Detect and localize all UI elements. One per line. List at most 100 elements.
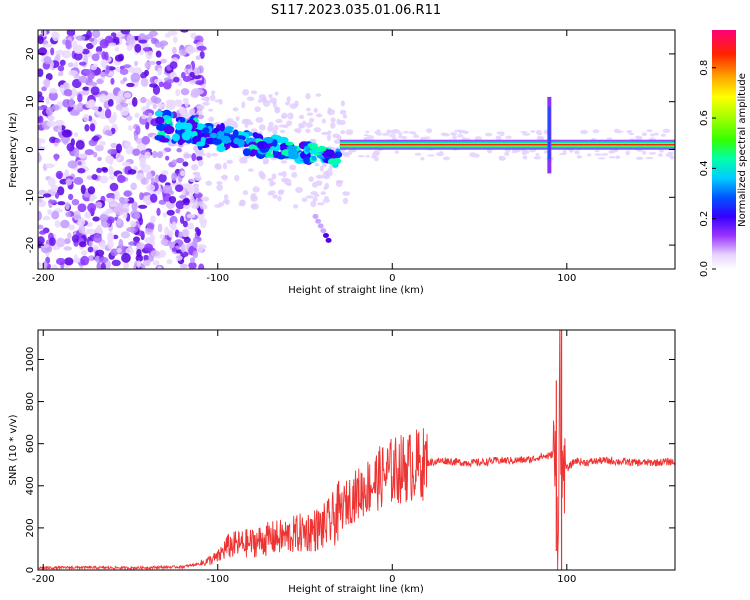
noise-blob xyxy=(152,150,158,159)
noise-blob xyxy=(38,142,42,147)
noise-blob xyxy=(115,104,123,111)
noise-blob xyxy=(486,148,493,154)
noise-blob xyxy=(50,184,59,192)
snr-ytick-label: 600 xyxy=(25,434,36,453)
noise-blob xyxy=(180,244,186,253)
noise-blob xyxy=(185,184,193,193)
noise-blob xyxy=(80,184,86,195)
noise-blob xyxy=(67,232,72,239)
noise-blob xyxy=(104,108,112,119)
noise-blob xyxy=(139,192,144,201)
noise-blob xyxy=(259,172,267,180)
noise-blob xyxy=(513,148,519,153)
band-blob xyxy=(195,123,205,130)
noise-blob xyxy=(116,143,123,154)
noise-blob xyxy=(175,208,181,214)
noise-blob xyxy=(601,153,609,156)
spectrogram-xtick-label: -100 xyxy=(206,273,229,284)
noise-blob xyxy=(152,260,160,266)
band-blob xyxy=(209,132,218,139)
noise-blob xyxy=(162,192,172,202)
noise-blob xyxy=(96,167,103,174)
colorbar-tick-label: 0.6 xyxy=(699,110,710,126)
band-blob xyxy=(224,126,234,131)
noise-blob xyxy=(72,40,78,51)
band-blob xyxy=(237,139,245,147)
noise-blob xyxy=(48,91,58,101)
noise-blob xyxy=(413,134,420,139)
noise-blob xyxy=(51,210,60,220)
noise-blob xyxy=(108,165,114,176)
noise-blob xyxy=(505,135,512,139)
noise-blob xyxy=(65,211,72,217)
noise-blob xyxy=(308,176,314,183)
noise-blob xyxy=(71,87,77,97)
band-blob xyxy=(185,122,193,131)
spectrogram-ylabel: Frequency (Hz) xyxy=(8,112,19,188)
noise-blob xyxy=(95,201,103,209)
noise-blob xyxy=(126,115,133,121)
noise-blob xyxy=(38,137,43,144)
noise-blob xyxy=(363,134,370,137)
noise-blob xyxy=(88,99,96,108)
noise-blob xyxy=(51,104,60,111)
noise-blob xyxy=(610,148,616,154)
noise-blob xyxy=(176,147,182,153)
noise-blob xyxy=(138,204,148,209)
noise-blob xyxy=(123,140,132,148)
noise-blob xyxy=(64,169,69,177)
noise-blob xyxy=(306,195,314,199)
noise-blob xyxy=(206,152,212,159)
noise-blob xyxy=(594,150,600,153)
band-blob xyxy=(303,156,310,165)
noise-blob xyxy=(98,256,109,264)
noise-blob xyxy=(183,153,193,158)
noise-blob xyxy=(535,153,540,156)
streak-blob xyxy=(315,218,322,224)
noise-blob xyxy=(200,220,207,229)
noise-blob xyxy=(412,132,417,135)
noise-blob xyxy=(267,125,274,132)
noise-blob xyxy=(96,224,103,235)
noise-blob xyxy=(169,61,178,69)
noise-blob xyxy=(342,191,351,196)
noise-blob xyxy=(192,250,199,259)
noise-blob xyxy=(235,116,240,121)
noise-blob xyxy=(46,120,56,128)
noise-blob xyxy=(326,133,332,141)
noise-blob xyxy=(66,30,76,37)
noise-blob xyxy=(99,175,109,184)
noise-blob xyxy=(94,144,104,152)
band-blob xyxy=(305,146,311,153)
noise-blob xyxy=(167,229,174,238)
noise-blob xyxy=(42,215,51,221)
noise-blob xyxy=(77,168,86,174)
noise-blob xyxy=(192,239,198,248)
noise-blob xyxy=(84,124,90,132)
noise-blob xyxy=(635,156,644,161)
noise-blob xyxy=(95,46,103,53)
noise-blob xyxy=(205,180,213,186)
band-blob xyxy=(202,127,210,134)
noise-blob xyxy=(185,64,192,70)
noise-blob xyxy=(321,118,327,124)
noise-blob xyxy=(286,182,292,187)
noise-blob xyxy=(87,202,97,213)
snr-frame xyxy=(37,329,676,571)
noise-blob xyxy=(499,156,506,161)
noise-blob xyxy=(180,71,186,79)
noise-blob xyxy=(162,212,168,218)
colorbar: 0.0 0.2 0.4 0.6 0.8 Normalized spectral ampl… xyxy=(699,30,748,277)
noise-blob xyxy=(324,196,329,200)
noise-blob xyxy=(190,195,195,202)
noise-blob xyxy=(77,203,87,213)
noise-blob xyxy=(101,51,107,60)
snr-xlabel: Height of straight line (km) xyxy=(288,584,424,595)
noise-blob xyxy=(180,170,186,177)
snr-marks xyxy=(38,330,675,570)
noise-blob xyxy=(111,259,121,267)
noise-blob xyxy=(60,219,70,229)
noise-blob xyxy=(141,114,147,120)
